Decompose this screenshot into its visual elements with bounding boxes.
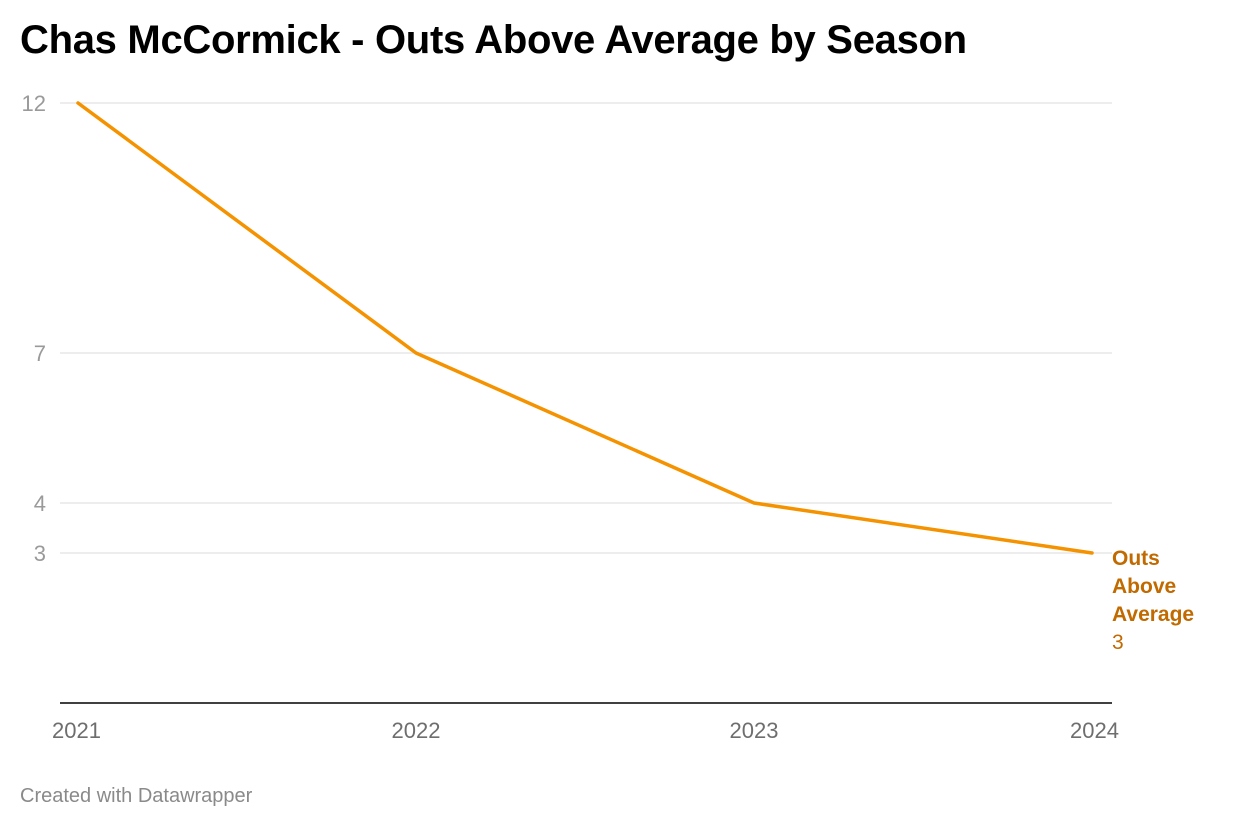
x-tick-label: 2022: [392, 718, 441, 743]
series-end-label: Outs Above Average 3: [1112, 547, 1194, 654]
y-tick-label: 12: [22, 91, 46, 116]
y-tick-label: 7: [34, 341, 46, 366]
x-tick-label: 2021: [52, 718, 101, 743]
series-value-label: 3: [1112, 631, 1124, 654]
y-tick-label: 3: [34, 541, 46, 566]
line-chart: 12 7 4 3 2021 2022 2023 2024 Outs Above Average 3: [22, 91, 1195, 743]
series-end-labels: Outs Above Average 3: [1112, 547, 1194, 654]
x-tick-label: 2023: [730, 718, 779, 743]
series-name-label: Outs Above Average: [1112, 547, 1194, 626]
y-axis-tick-labels: 12 7 4 3: [22, 91, 46, 566]
gridlines: [60, 102, 1112, 554]
series-line: [76, 101, 1094, 555]
footer-credit: Created with Datawrapper: [20, 785, 253, 807]
series-lines: [76, 101, 1094, 555]
x-axis-tick-labels: 2021 2022 2023 2024: [52, 718, 1119, 743]
chart-title: Chas McCormick - Outs Above Average by S…: [20, 18, 967, 62]
x-tick-label: 2024: [1070, 718, 1119, 743]
y-tick-label: 4: [34, 491, 46, 516]
